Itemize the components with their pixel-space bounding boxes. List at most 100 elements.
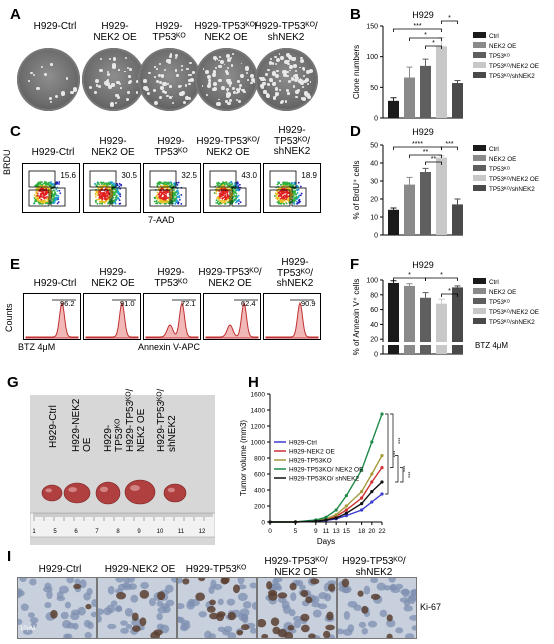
nucleus [72,622,79,630]
facs-event [49,182,52,185]
histogram-curve [265,301,319,339]
colony-dot [224,70,228,74]
nucleus [70,609,81,616]
c-label-nek2: H929- NEK2 OE [91,136,135,158]
colony-dot [214,59,217,61]
bar [436,46,447,118]
colony-dot [108,57,111,61]
gate-lower [209,189,231,207]
colony-dot [111,63,117,68]
facs-event [42,201,45,204]
significance-bracket [441,20,458,24]
colony-dot [285,100,288,103]
facs-event [216,182,218,185]
facs-event [164,202,167,205]
colony-dot [227,58,231,63]
ki67-positive-nucleus [266,581,273,590]
facs-event [298,194,301,197]
nucleus [226,598,236,606]
ihc-image-tp53-nek2 [257,577,337,639]
colony-dot [154,65,156,68]
colony-dot [289,65,293,69]
legend-label: TP53ᴷᴼ/NEK2 OE [489,309,539,316]
facs-event [108,183,111,186]
colony-dot [148,71,152,75]
gate-right [231,187,247,207]
facs-event [288,184,291,187]
facs-event [98,196,101,199]
facs-event [234,190,237,192]
nucleus [347,624,355,633]
facs-event [162,182,165,185]
colony-dot [294,56,297,60]
ruler-number: 12 [199,529,206,535]
colony-dot [287,79,291,84]
colony-dot [240,74,245,79]
x-tick-label: 11 [323,528,330,535]
legend-swatch [473,288,486,294]
hist-plot-nek2 [83,293,141,340]
colony-dot [165,58,170,63]
facs-event [96,183,99,185]
colony-plate-tp53 [138,48,201,111]
colony-dot [276,58,281,63]
facs-event [170,197,172,200]
legend-label: TP53ᴷᴼ/shNEK2 [489,319,535,326]
hist-value-tp53-nek2: 62.4 [241,299,256,308]
x-tick-label: 13 [333,528,341,535]
facs-event [57,194,59,197]
nucleus [288,609,296,617]
nucleus [363,585,371,595]
facs-event [44,200,46,202]
y-tick-label: 20 [370,197,378,204]
panel-e-label: E [10,256,21,273]
legend-label: Ctrl [489,279,499,286]
bar [452,83,463,118]
colony-dot [116,95,121,100]
colony-dot [260,85,265,89]
facs-event [218,184,220,187]
facs-event [219,195,222,198]
facs-event [281,188,284,190]
colony-dot [291,56,296,61]
y-tick-label: 20 [370,337,378,344]
facs-event [283,196,286,199]
series-point [344,511,348,515]
colony-dot [265,94,270,98]
facs-event [170,194,172,197]
ki67-positive-nucleus [241,624,250,631]
facs-event [109,187,111,190]
legend-label: TP53ᴷᴼ/NEK2 OE [489,176,539,183]
facs-event [109,181,112,184]
y-tick-label: 600 [254,472,265,479]
facs-event [162,200,164,202]
colony-dot [229,78,231,81]
legend-label: NEK2 OE [489,43,516,50]
legend-label: TP53ᴷᴼ [489,299,511,306]
y-tick-label: 1200 [251,424,266,431]
i-label-nek2: H929-NEK2 OE [104,564,176,575]
y-tick-label: 40 [370,322,378,329]
facs-plot-tp53-sh: 18.9 [263,163,321,213]
nucleus [29,617,39,624]
series-point [380,466,384,470]
facs-event [221,197,224,200]
tumor-highlight [130,485,140,491]
colony-dot [292,85,295,88]
facs-event [163,193,166,196]
colony-dot [218,56,221,59]
colony-dot [43,72,47,76]
facs-event [49,199,51,202]
nucleus [227,632,237,638]
facs-event [281,196,283,199]
facs-event [218,187,221,190]
colony-dot [218,98,220,101]
colony-dot [176,73,179,77]
tumor-highlight [45,488,52,493]
significance-label: *** [399,466,405,473]
colony-dot [243,90,246,94]
facs-event [296,185,299,187]
facs-event [158,193,160,196]
facs-event [51,193,54,196]
colony-dot [238,83,242,87]
